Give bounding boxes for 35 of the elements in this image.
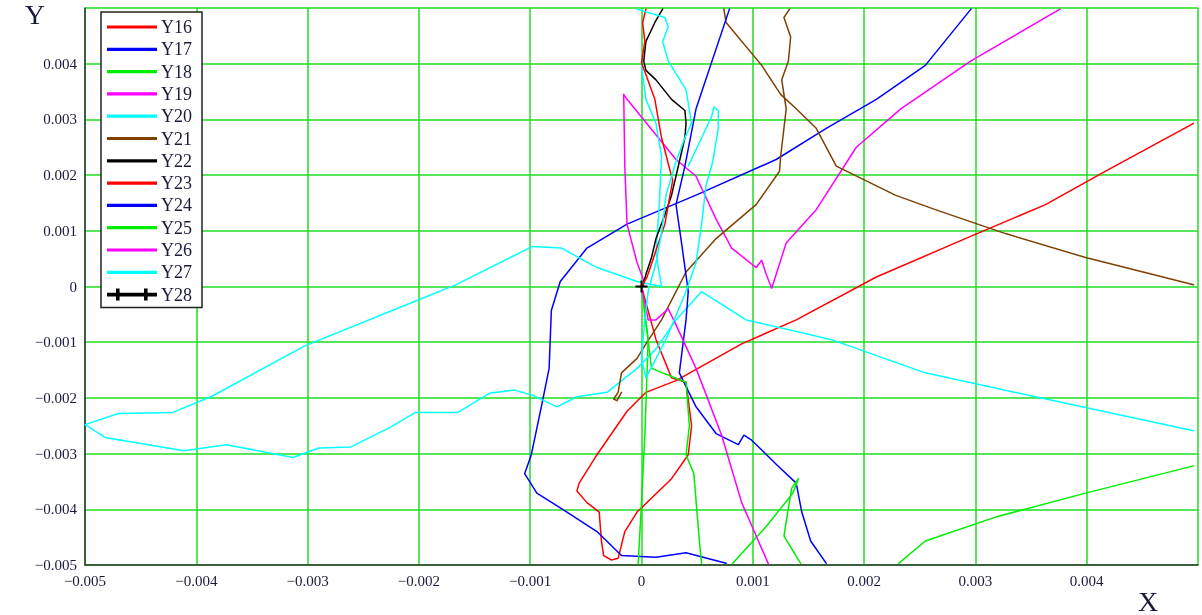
legend-label: Y21 bbox=[161, 128, 192, 149]
legend-label: Y25 bbox=[161, 217, 192, 238]
legend-label: Y28 bbox=[161, 284, 192, 305]
y-tick-label: 0.004 bbox=[43, 55, 78, 72]
x-tick-label: 0.001 bbox=[735, 572, 770, 589]
x-tick-label: −0.001 bbox=[509, 572, 552, 589]
x-axis-title: X bbox=[1138, 585, 1159, 615]
x-tick-label: 0 bbox=[637, 572, 646, 589]
y-tick-label: −0.004 bbox=[34, 501, 78, 518]
y-tick-label: 0 bbox=[69, 278, 77, 295]
x-tick-label: −0.002 bbox=[397, 572, 441, 589]
x-tick-label: 0.003 bbox=[958, 572, 993, 589]
legend-label: Y24 bbox=[161, 195, 192, 216]
x-tick-label: −0.005 bbox=[63, 572, 107, 589]
x-tick-label: −0.004 bbox=[175, 572, 218, 589]
y-tick-label: −0.005 bbox=[34, 557, 77, 573]
y-tick-label: −0.002 bbox=[34, 389, 77, 406]
y-tick-label: 0.003 bbox=[43, 111, 77, 128]
legend-label: Y22 bbox=[161, 150, 192, 171]
legend-label: Y18 bbox=[161, 61, 192, 82]
legend-label: Y26 bbox=[161, 240, 192, 260]
x-tick-label: 0.004 bbox=[1069, 572, 1105, 589]
y-tick-label: 0.001 bbox=[43, 222, 77, 239]
legend-label: Y19 bbox=[161, 83, 192, 104]
x-tick-label: 0.002 bbox=[847, 572, 881, 589]
x-tick-label: −0.003 bbox=[286, 572, 329, 589]
legend-label: Y17 bbox=[161, 39, 192, 60]
y-tick-label: 0.002 bbox=[43, 167, 77, 184]
y-tick-label: −0.003 bbox=[34, 445, 77, 462]
y-axis-title: Y bbox=[24, 0, 45, 30]
legend-label: Y16 bbox=[161, 17, 192, 37]
legend-label: Y27 bbox=[161, 262, 192, 283]
legend-label: Y23 bbox=[161, 173, 192, 194]
legend-label: Y20 bbox=[161, 106, 192, 127]
y-tick-label: −0.001 bbox=[34, 334, 77, 351]
